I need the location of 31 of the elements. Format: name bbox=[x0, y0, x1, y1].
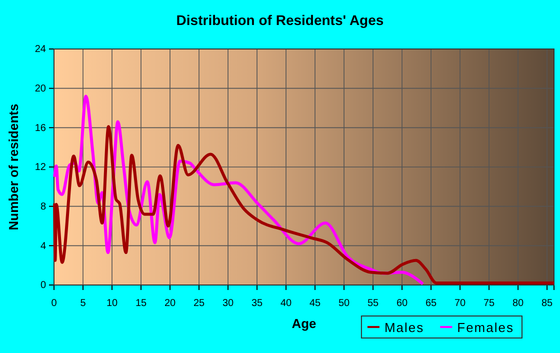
chart-title: Distribution of Residents' Ages bbox=[176, 12, 384, 28]
x-tick-label: 60 bbox=[396, 298, 408, 309]
x-tick-label: 35 bbox=[251, 298, 264, 309]
x-tick-label: 50 bbox=[338, 298, 350, 309]
legend-label: Females bbox=[457, 320, 514, 335]
y-tick-label: 8 bbox=[40, 202, 46, 213]
legend-label: Males bbox=[384, 320, 424, 335]
x-tick-label: 40 bbox=[280, 298, 292, 309]
y-tick-label: 4 bbox=[40, 240, 46, 252]
x-axis-title: Age bbox=[292, 316, 316, 331]
x-tick-label: 0 bbox=[51, 298, 58, 309]
x-tick-label: 15 bbox=[135, 298, 148, 309]
x-tick-label: 55 bbox=[367, 298, 380, 309]
x-tick-label: 5 bbox=[80, 298, 86, 309]
x-tick-label: 85 bbox=[541, 298, 554, 309]
x-tick-label: 80 bbox=[512, 298, 524, 309]
x-tick-label: 75 bbox=[483, 298, 496, 309]
x-tick-label: 20 bbox=[164, 298, 176, 309]
x-tick-label: 70 bbox=[454, 298, 466, 309]
x-tick-label: 45 bbox=[309, 298, 322, 309]
y-axis-title: Number of residents bbox=[6, 104, 21, 230]
y-tick-label: 16 bbox=[34, 122, 46, 134]
y-tick-label: 0 bbox=[40, 280, 46, 292]
y-tick-label: 12 bbox=[34, 162, 46, 174]
x-tick-label: 25 bbox=[193, 298, 206, 309]
x-tick-label: 65 bbox=[425, 298, 438, 309]
y-tick-label: 24 bbox=[34, 44, 46, 56]
y-tick-label: 20 bbox=[34, 84, 46, 95]
x-tick-label: 30 bbox=[222, 298, 234, 309]
x-tick-label: 10 bbox=[106, 298, 118, 309]
line-series bbox=[53, 125, 556, 285]
